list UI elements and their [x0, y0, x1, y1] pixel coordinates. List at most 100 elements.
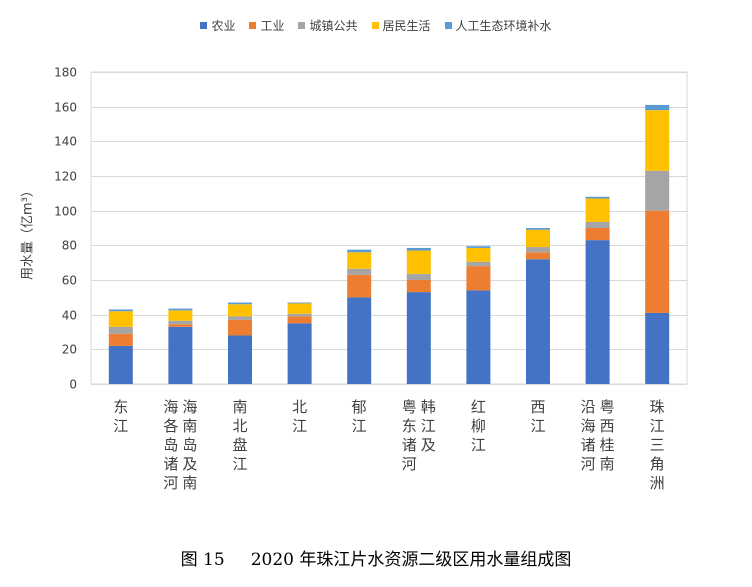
bar-segment-工业 — [228, 319, 252, 336]
figure-caption: 图 15 2020 年珠江片水资源二级区用水量组成图 — [0, 545, 752, 570]
y-tick-label: 40 — [62, 309, 77, 323]
bar-segment-人工生态环境补水 — [585, 196, 610, 199]
x-tick-label-column: 红柳江 — [470, 398, 486, 454]
x-tick-label: 郁江 — [352, 398, 367, 436]
x-tick-label-column: 郁江 — [351, 398, 367, 435]
y-tick-label: 120 — [54, 170, 77, 184]
bar-segment-农业 — [108, 345, 133, 384]
bar-segment-工业 — [168, 324, 193, 327]
x-tick-label-column: 粤西桂南 — [599, 398, 615, 473]
bar-segment-工业 — [526, 252, 550, 260]
legend-swatch — [200, 22, 208, 29]
legend-label: 居民生活 — [382, 19, 431, 33]
legend-label: 工业 — [260, 19, 285, 33]
bar-segment-居民生活 — [347, 252, 372, 269]
bar-segment-人工生态环境补水 — [287, 302, 312, 304]
y-tick-label: 60 — [62, 274, 77, 288]
bar-segment-城镇公共 — [406, 273, 431, 280]
bar-segment-城镇公共 — [585, 221, 610, 228]
legend-swatch — [371, 22, 379, 29]
bar-segment-工业 — [287, 316, 312, 324]
y-tick-label: 160 — [54, 101, 77, 115]
bar-segment-人工生态环境补水 — [406, 247, 431, 251]
bar-segment-人工生态环境补水 — [466, 246, 491, 248]
x-tick-label: 粤西桂南沿海诸河 — [581, 398, 615, 474]
figure-number: 图 15 — [180, 550, 225, 570]
y-axis-label: 用水量（亿m³） — [20, 184, 36, 280]
x-tick-label-column: 东江 — [113, 398, 129, 435]
bar-segment-农业 — [585, 240, 610, 384]
bar-segment-农业 — [645, 312, 670, 384]
x-tick-label-column: 南北盘江 — [232, 398, 248, 473]
x-tick-label-column: 韩江及 — [420, 398, 436, 454]
bar-segment-城镇公共 — [347, 268, 372, 275]
bar-segment-农业 — [526, 259, 550, 384]
bar-segment-工业 — [466, 266, 491, 291]
bar-segment-农业 — [228, 335, 252, 384]
legend-label: 人工生态环境补水 — [455, 19, 552, 33]
bar-segment-城镇公共 — [287, 313, 312, 317]
legend-swatch — [444, 22, 452, 29]
bar-segment-居民生活 — [466, 247, 491, 262]
legend-item: 工业 — [249, 17, 284, 34]
bar-segment-人工生态环境补水 — [168, 308, 193, 311]
y-tick-label: 0 — [69, 378, 77, 392]
bar-segment-城镇公共 — [645, 170, 670, 211]
bar-segment-城镇公共 — [466, 261, 491, 267]
x-tick-label: 北江 — [292, 398, 307, 436]
y-tick-label: 140 — [54, 135, 77, 149]
bar-segment-居民生活 — [645, 110, 670, 171]
x-tick-label: 南北盘江 — [232, 398, 247, 474]
bar-segment-人工生态环境补水 — [645, 104, 670, 111]
legend-swatch — [298, 22, 306, 29]
x-tick-label-column: 海各岛诸河 — [163, 398, 179, 492]
legend-item: 居民生活 — [371, 17, 431, 34]
x-tick-label-column: 粤东诸河 — [401, 398, 417, 473]
bar-segment-人工生态环境补水 — [228, 302, 252, 305]
x-tick-label: 珠江三角洲 — [650, 398, 665, 493]
bar-segment-居民生活 — [228, 304, 252, 317]
legend-item: 人工生态环境补水 — [444, 17, 552, 34]
legend-label: 城镇公共 — [309, 19, 358, 33]
bar-segment-居民生活 — [585, 198, 610, 222]
bar-segment-工业 — [645, 210, 670, 313]
bar-segment-居民生活 — [168, 310, 193, 321]
bar-segment-工业 — [585, 228, 610, 241]
bar-segment-人工生态环境补水 — [347, 249, 372, 253]
bar-segment-工业 — [347, 274, 372, 298]
chart-legend: 农业 工业 城镇公共 居民生活 人工生态环境补水 — [0, 17, 752, 34]
bar-segment-居民生活 — [526, 229, 550, 248]
x-tick-label-column: 海南岛及南 — [182, 398, 198, 492]
bar-segment-农业 — [347, 297, 372, 384]
x-tick-label: 东江 — [113, 398, 128, 436]
y-tick-label: 20 — [62, 343, 77, 357]
x-tick-label-column: 珠江三角洲 — [649, 398, 665, 492]
bar-segment-农业 — [406, 292, 431, 384]
x-tick-label: 西江 — [530, 398, 545, 436]
bar-segment-人工生态环境补水 — [108, 309, 133, 312]
x-tick-label: 海南岛及南海各岛诸河 — [163, 398, 197, 493]
legend-item: 农业 — [200, 17, 235, 34]
bar-segment-城镇公共 — [526, 247, 550, 253]
bar-segment-城镇公共 — [108, 326, 133, 334]
y-tick-label: 180 — [54, 66, 77, 80]
bar-segment-工业 — [406, 280, 431, 293]
legend-swatch — [249, 22, 257, 29]
x-tick-label-column: 北江 — [292, 398, 308, 435]
bar-segment-城镇公共 — [168, 320, 193, 325]
figure-title: 2020 年珠江片水资源二级区用水量组成图 — [250, 550, 572, 570]
y-tick-label: 80 — [62, 239, 77, 253]
legend-item: 城镇公共 — [298, 17, 358, 34]
bar-segment-人工生态环境补水 — [526, 228, 550, 230]
y-tick-label: 100 — [54, 205, 77, 219]
bar-segment-工业 — [108, 333, 133, 346]
legend-label: 农业 — [211, 19, 236, 33]
bar-segment-居民生活 — [406, 250, 431, 274]
x-tick-label-column: 沿海诸河 — [580, 398, 596, 473]
x-tick-label-column: 西江 — [530, 398, 546, 435]
bar-segment-农业 — [168, 326, 193, 384]
bar-segment-居民生活 — [287, 303, 312, 314]
bar-segment-居民生活 — [108, 311, 133, 327]
bar-segment-农业 — [287, 323, 312, 384]
